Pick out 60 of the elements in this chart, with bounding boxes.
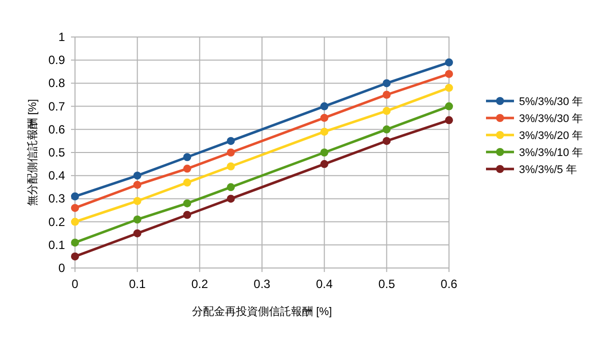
x-tick-label: 0.1 — [128, 277, 146, 291]
point — [226, 162, 235, 170]
legend-label: 5%/3%/30 年 — [519, 96, 584, 108]
y-tick-label: 0.4 — [48, 168, 66, 183]
point — [226, 148, 235, 156]
point — [226, 194, 235, 203]
point — [445, 116, 453, 124]
point — [183, 178, 192, 187]
x-axis-title: 分配金再投資側信託報酬 [%] — [192, 305, 332, 318]
point — [71, 192, 79, 200]
legend-label: 3%/3%/20 年 — [519, 130, 584, 142]
point — [320, 102, 328, 110]
x-tick-label: 0.6 — [440, 277, 458, 291]
point — [382, 79, 391, 88]
y-axis-title: 無分配側信託報酬 [%] — [26, 99, 39, 206]
point — [133, 215, 142, 224]
point — [445, 70, 453, 78]
point — [183, 199, 192, 208]
y-tick-label: 0.2 — [48, 214, 66, 229]
y-tick-label: 0 — [58, 261, 66, 275]
point — [320, 114, 328, 122]
point — [382, 106, 391, 115]
x-tick-label: 0.4 — [316, 277, 333, 291]
point — [71, 252, 79, 260]
y-tick-label: 0.9 — [48, 53, 66, 68]
point — [133, 229, 142, 238]
point — [183, 153, 192, 162]
point — [183, 210, 192, 219]
x-tick-label: 0.3 — [254, 277, 271, 291]
point — [445, 84, 453, 92]
legend-label: 3%/3%/5 年 — [519, 164, 578, 176]
point — [226, 183, 235, 192]
legend-label: 3%/3%/30 年 — [519, 113, 584, 125]
y-tick-label: 0.8 — [48, 76, 66, 90]
point — [71, 218, 79, 226]
point — [133, 197, 142, 206]
x-tick-label: 0 — [72, 277, 79, 291]
point — [71, 238, 79, 247]
point — [320, 160, 328, 168]
x-tick-label: 0.5 — [378, 277, 396, 291]
point — [320, 148, 328, 156]
x-tick-label: 0.2 — [191, 277, 208, 291]
point — [133, 180, 142, 189]
y-tick-label: 0.1 — [48, 238, 66, 252]
point — [226, 136, 235, 145]
y-tick-label: 1 — [58, 30, 66, 44]
point — [71, 204, 79, 212]
point — [183, 164, 192, 173]
point — [382, 136, 391, 145]
y-tick-label: 0.6 — [48, 122, 66, 136]
point — [445, 102, 453, 110]
point — [320, 128, 328, 136]
point — [133, 172, 142, 180]
y-tick-label: 0.5 — [48, 146, 66, 160]
point — [382, 125, 391, 134]
point — [445, 58, 453, 66]
y-tick-label: 0.7 — [48, 99, 66, 114]
point — [382, 90, 391, 99]
legend-label: 3%/3%/10 年 — [519, 147, 584, 159]
y-tick-label: 0.3 — [48, 192, 66, 206]
